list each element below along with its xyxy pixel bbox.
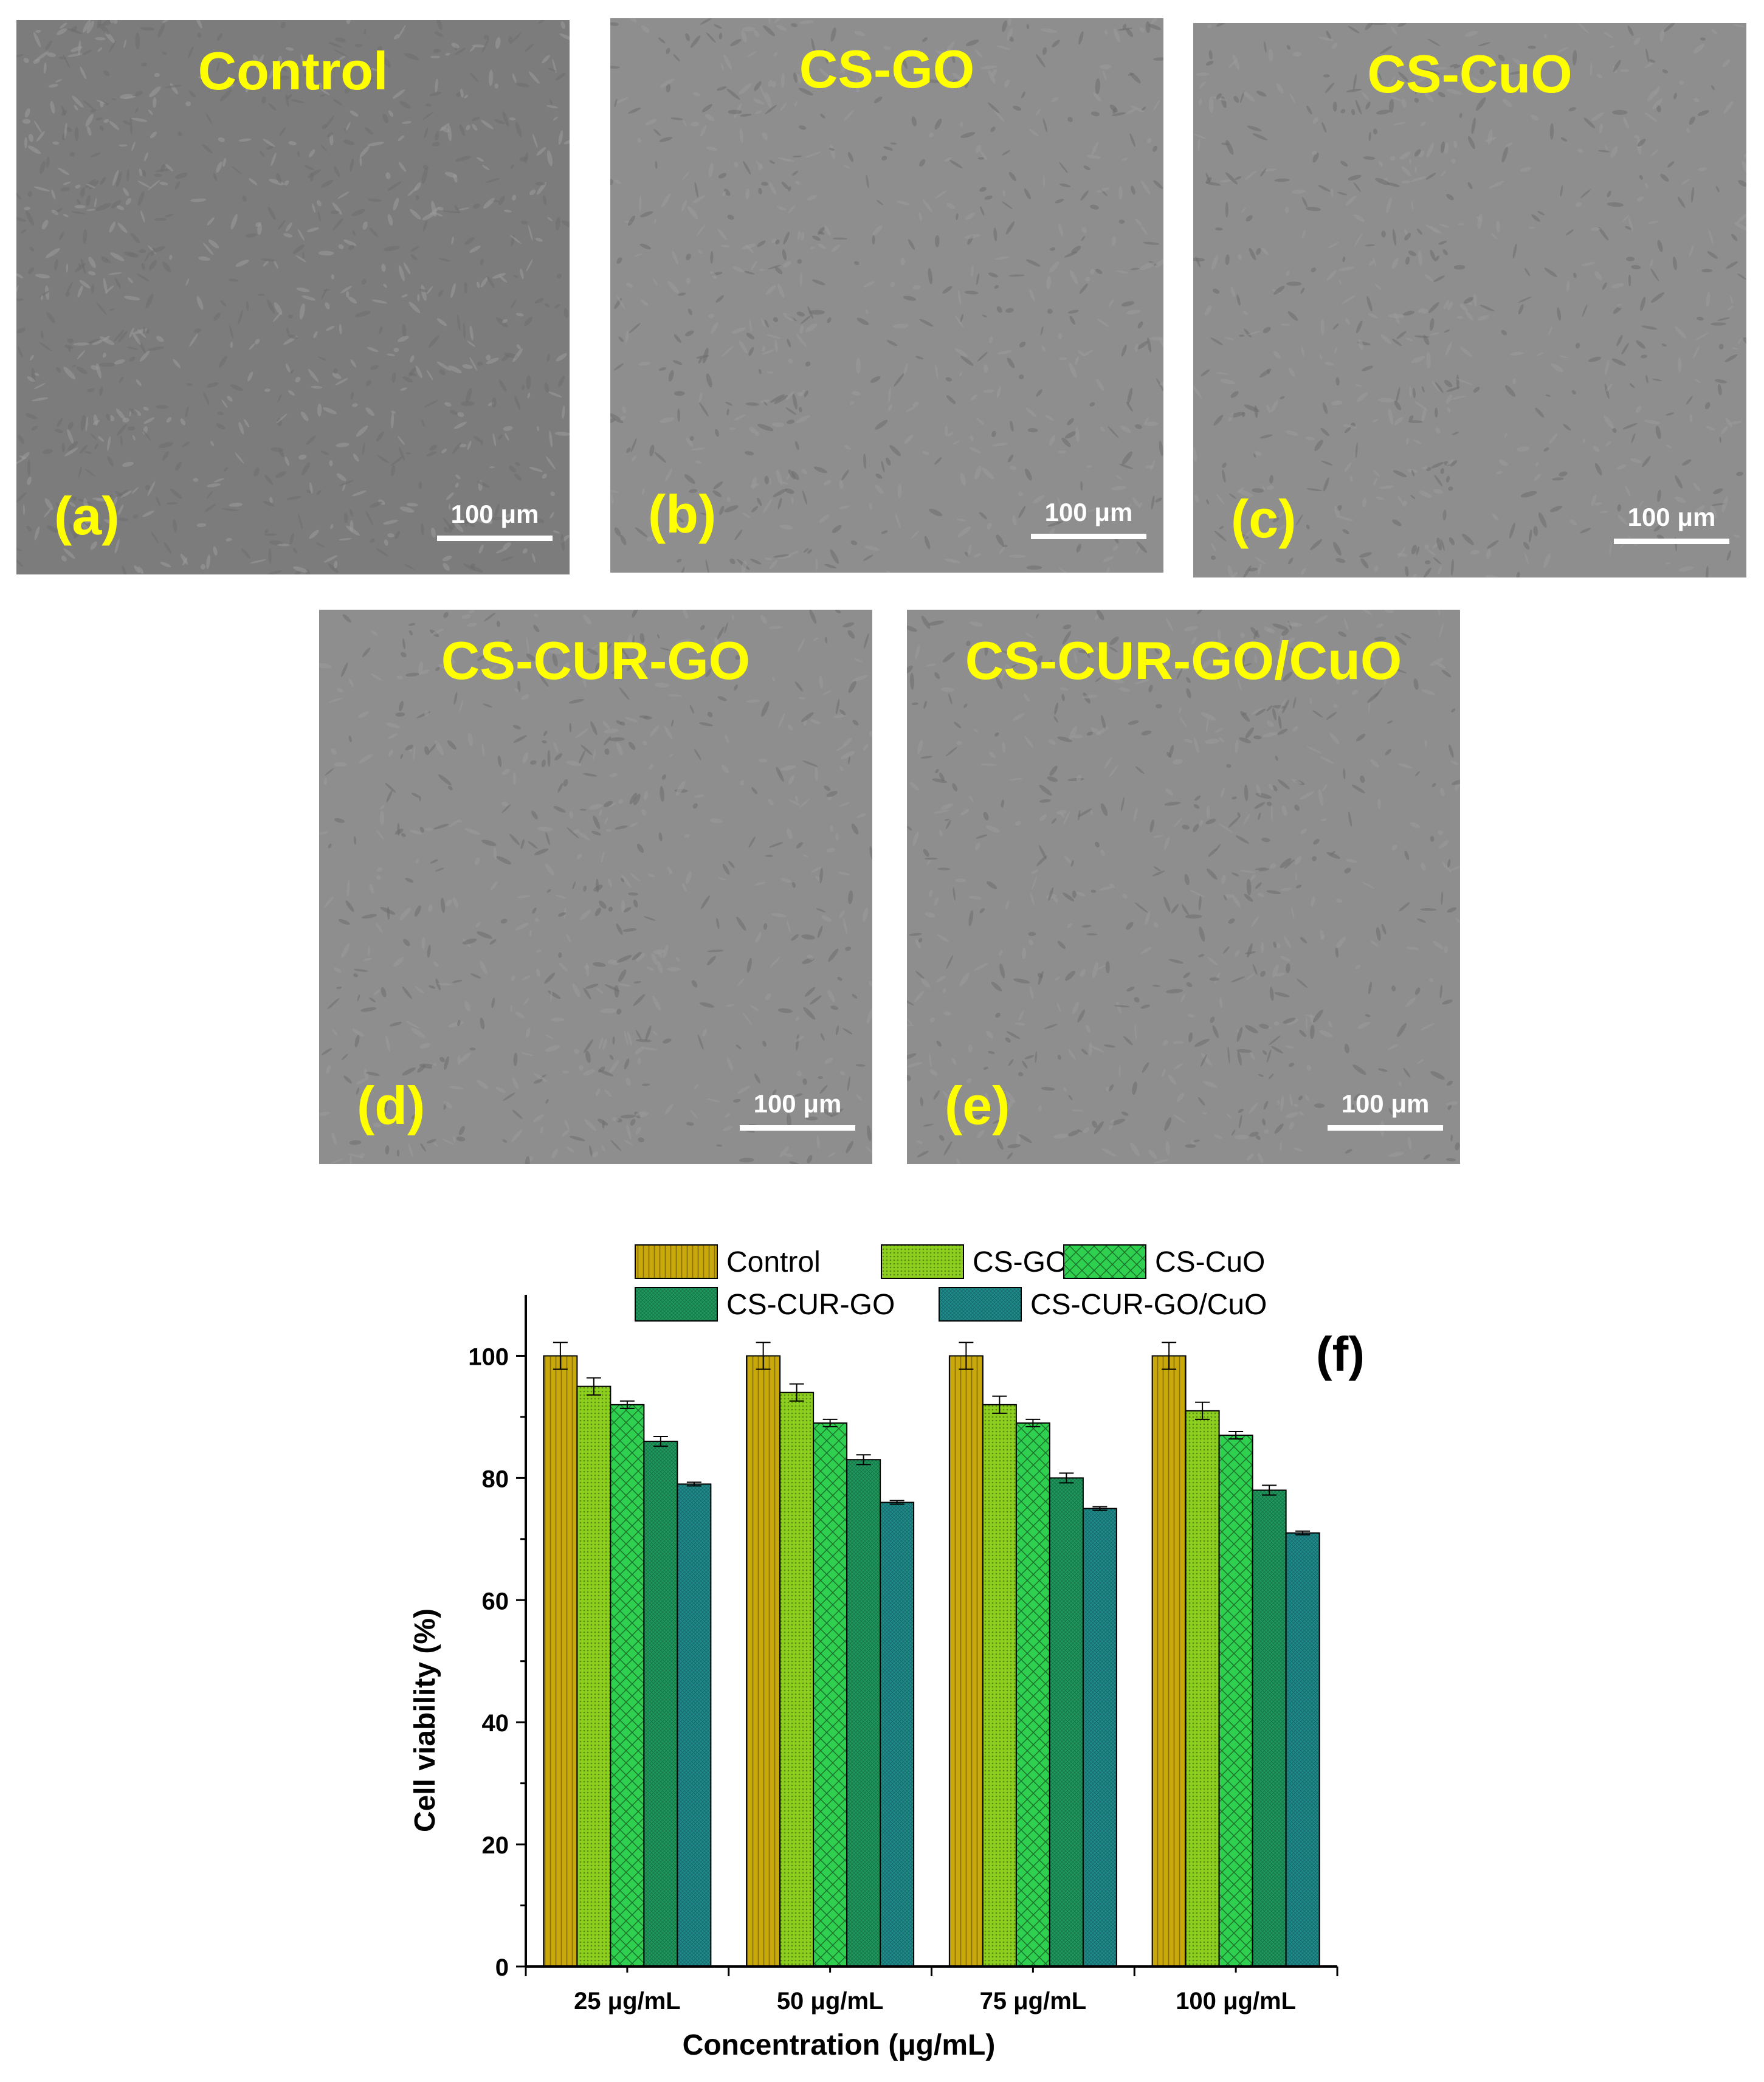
panel-title: Control bbox=[198, 41, 388, 101]
micrograph-texture bbox=[16, 20, 570, 574]
scale-bar-label: 100 μm bbox=[450, 500, 539, 528]
bar-series-group bbox=[543, 1342, 1320, 1968]
legend-label: CS-CuO bbox=[1155, 1246, 1265, 1278]
bar-pattern bbox=[1152, 1356, 1186, 1967]
legend-swatch-pattern bbox=[635, 1287, 717, 1321]
micrograph-texture bbox=[1193, 23, 1746, 577]
scale-bar-line bbox=[437, 536, 553, 541]
panel-title: CS-CUR-GO bbox=[441, 630, 751, 691]
panel-title: CS-CuO bbox=[1367, 44, 1573, 104]
bar-pattern bbox=[982, 1404, 1016, 1967]
legend-swatch-pattern bbox=[635, 1245, 717, 1278]
bar-pattern bbox=[780, 1392, 814, 1967]
panel-title: CS-GO bbox=[799, 39, 975, 99]
scale-bar-label: 100 μm bbox=[1044, 498, 1133, 526]
scale-bar-line bbox=[1031, 534, 1146, 539]
chart-axes: 0 20 40 60 80 100 25 μg/mL 50 μg/mL 75 μg/mL 100 … bbox=[468, 1295, 1339, 2015]
panel-title: CS-CUR-GO/CuO bbox=[965, 630, 1402, 691]
bar-pattern bbox=[543, 1356, 577, 1967]
micrograph-texture bbox=[907, 610, 1460, 1164]
panel-label: (e) bbox=[945, 1075, 1010, 1136]
y-tick-label: 80 bbox=[482, 1466, 509, 1492]
y-tick-label: 40 bbox=[482, 1710, 509, 1737]
legend-swatch-pattern bbox=[881, 1245, 963, 1278]
scale-bar-line bbox=[1328, 1125, 1443, 1131]
bar-pattern bbox=[746, 1356, 780, 1967]
scale-bar-label: 100 μm bbox=[1341, 1089, 1430, 1118]
scale-bar: 100 μm bbox=[1031, 500, 1146, 539]
bar-pattern bbox=[1286, 1532, 1320, 1967]
panel-label: (d) bbox=[357, 1075, 425, 1136]
scale-bar: 100 μm bbox=[1328, 1091, 1443, 1131]
bar-pattern bbox=[1016, 1422, 1050, 1967]
bar-pattern bbox=[677, 1484, 711, 1967]
panel-label: (b) bbox=[648, 484, 717, 544]
scale-bar: 100 μm bbox=[740, 1091, 855, 1131]
bar-pattern bbox=[1083, 1508, 1117, 1967]
x-tick-label: 50 μg/mL bbox=[777, 1988, 884, 2015]
chart-panel-label: (f) bbox=[1316, 1327, 1365, 1381]
micrograph-panel-cs-cur-go-cuo: CS-CUR-GO/CuO (e) 100 μm bbox=[907, 610, 1460, 1164]
micrograph-texture bbox=[610, 18, 1163, 573]
scale-bar-label: 100 μm bbox=[1627, 503, 1716, 531]
legend-label: CS-CUR-GO bbox=[726, 1289, 895, 1321]
y-tick-label: 100 bbox=[468, 1343, 509, 1370]
bar-pattern bbox=[1049, 1478, 1083, 1967]
x-tick-label: 100 μg/mL bbox=[1176, 1988, 1296, 2015]
y-tick-label: 20 bbox=[482, 1832, 509, 1859]
cell-viability-bar-chart: Control CS-GO CS-CuO CS-CUR-GO CS-CUR-GO/CuO… bbox=[409, 1244, 1365, 2061]
x-tick-label: 25 μg/mL bbox=[574, 1988, 681, 2015]
bar-pattern bbox=[880, 1502, 914, 1967]
micrograph-panel-cs-cuo: CS-CuO (c) 100 μm bbox=[1193, 23, 1746, 577]
bar-pattern bbox=[644, 1441, 678, 1967]
bar-pattern bbox=[847, 1460, 881, 1967]
y-axis-title: Cell viability (%) bbox=[409, 1608, 441, 1832]
bar-pattern bbox=[949, 1356, 983, 1967]
y-tick-label: 60 bbox=[482, 1588, 509, 1615]
scale-bar-line bbox=[740, 1125, 855, 1131]
panel-label: (a) bbox=[54, 486, 120, 546]
micrograph-panel-cs-cur-go: CS-CUR-GO (d) 100 μm bbox=[319, 610, 872, 1164]
bar-pattern bbox=[577, 1386, 611, 1967]
x-tick-label: 75 μg/mL bbox=[980, 1988, 1087, 2015]
legend-swatch-pattern bbox=[939, 1287, 1021, 1321]
scale-bar-line bbox=[1614, 539, 1729, 544]
bar-pattern bbox=[1185, 1410, 1219, 1967]
bar-pattern bbox=[610, 1404, 644, 1967]
bar-pattern bbox=[1219, 1435, 1253, 1967]
legend-label: Control bbox=[726, 1246, 821, 1278]
legend-label: CS-GO bbox=[973, 1246, 1068, 1278]
scale-bar: 100 μm bbox=[437, 502, 553, 541]
bar-pattern bbox=[1252, 1490, 1286, 1967]
bar-pattern bbox=[813, 1422, 847, 1967]
x-axis-title: Concentration (μg/mL) bbox=[683, 2029, 996, 2061]
y-tick-label: 0 bbox=[495, 1954, 509, 1981]
legend-label: CS-CUR-GO/CuO bbox=[1030, 1289, 1267, 1321]
legend-swatch-pattern bbox=[1064, 1245, 1146, 1278]
micrograph-texture bbox=[319, 610, 872, 1164]
micrograph-panel-cs-go: CS-GO (b) 100 μm bbox=[610, 18, 1163, 573]
panel-label: (c) bbox=[1231, 489, 1297, 549]
scale-bar-label: 100 μm bbox=[753, 1089, 842, 1118]
micrograph-panel-control: Control (a) 100 μm bbox=[16, 20, 570, 574]
chart-legend: Control CS-GO CS-CuO CS-CUR-GO CS-CUR-GO/CuO bbox=[635, 1244, 1267, 1322]
scale-bar: 100 μm bbox=[1614, 505, 1729, 544]
